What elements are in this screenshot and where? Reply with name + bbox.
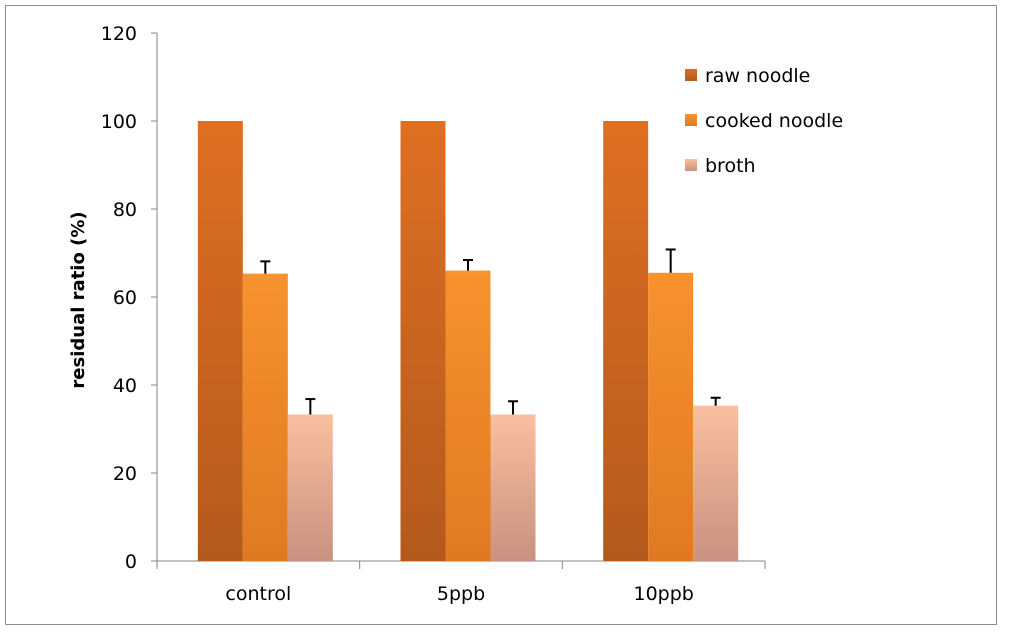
- bars: [197, 121, 739, 561]
- legend-swatch: [685, 114, 697, 126]
- legend-label: cooked noodle: [705, 110, 843, 132]
- y-tick-label: 60: [113, 287, 137, 309]
- legend-swatch: [685, 69, 697, 81]
- bar-broth-control: [287, 414, 333, 561]
- x-tick-label: 10ppb: [633, 583, 693, 605]
- bar-cooked-noodle-10ppb: [648, 272, 694, 561]
- bar-raw-noodle-10ppb: [603, 121, 649, 561]
- bar-broth-5ppb: [490, 414, 536, 561]
- y-tick-label: 0: [125, 551, 137, 573]
- y-tick-label: 100: [101, 111, 137, 133]
- y-tick-label: 80: [113, 199, 137, 221]
- legend: raw noodle cooked noodle broth: [685, 65, 843, 177]
- y-tick-label: 120: [101, 23, 137, 45]
- legend-label: broth: [705, 155, 756, 177]
- x-tick-label: 5ppb: [437, 583, 485, 605]
- legend-label: raw noodle: [705, 65, 810, 87]
- bar-broth-10ppb: [693, 405, 739, 561]
- bar-cooked-noodle-5ppb: [445, 270, 491, 561]
- axes: 0 20 40 60 80 100 120 control 5ppb 10ppb: [101, 23, 766, 605]
- y-axis-label: residual ratio (%): [68, 211, 89, 388]
- bar-raw-noodle-control: [197, 121, 243, 561]
- legend-swatch: [685, 159, 697, 171]
- y-tick-label: 20: [113, 463, 137, 485]
- bar-cooked-noodle-control: [242, 273, 288, 561]
- y-tick-label: 40: [113, 375, 137, 397]
- bar-raw-noodle-5ppb: [400, 121, 446, 561]
- x-tick-label: control: [225, 583, 291, 605]
